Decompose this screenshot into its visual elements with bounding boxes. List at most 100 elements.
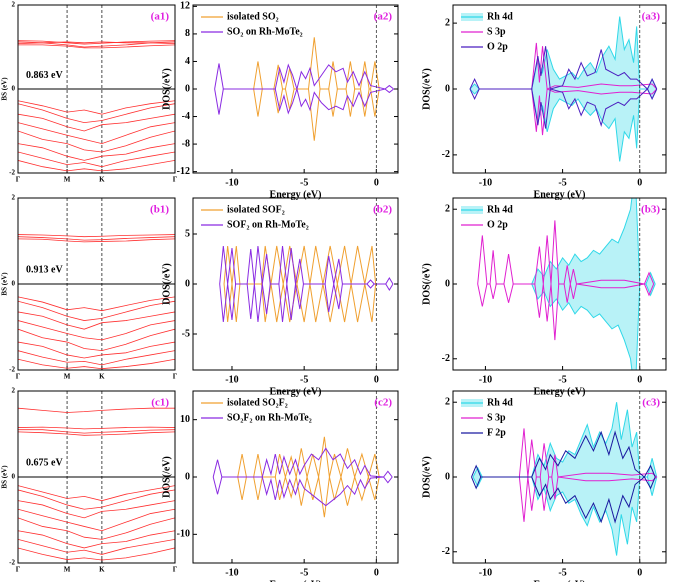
dos-line xyxy=(253,88,380,141)
band-line xyxy=(18,429,175,434)
x-axis-label: Energy (eV) xyxy=(270,579,322,582)
x-tick-label: K xyxy=(99,373,105,381)
band-line xyxy=(18,160,175,172)
panel-label: (a1) xyxy=(151,11,170,23)
y-tick-label: -2 xyxy=(442,149,450,160)
y-tick-label: -4 xyxy=(182,111,190,122)
y-tick-label: 8 xyxy=(185,28,190,39)
legend-label: S 3p xyxy=(487,26,506,37)
dos-line xyxy=(223,283,377,323)
band-line xyxy=(18,151,175,168)
legend-label: S 3p xyxy=(487,412,506,423)
dos-line xyxy=(471,476,656,524)
x-tick-label: -10 xyxy=(225,374,238,385)
panel: -12 -8 -4 0 4 8 12 -10 -5 0 isolated SO₂ SO₂ on Rh-… xyxy=(161,1,399,200)
band-line xyxy=(18,320,175,341)
x-tick-label: M xyxy=(64,176,71,184)
legend-label: isolated SO₂ xyxy=(227,11,279,22)
band-line xyxy=(18,100,175,115)
x-tick-label: 0 xyxy=(374,374,379,385)
panel-label: (b2) xyxy=(373,204,392,216)
frame xyxy=(17,4,176,174)
y-tick-label: 0 xyxy=(185,471,190,482)
x-tick-label: Γ xyxy=(16,373,21,381)
legend-label: SO₂F₂ on Rh-MoTe₂ xyxy=(227,412,312,423)
gap-annotation: 0.913 eV xyxy=(26,265,63,276)
y-tick-label: 2 xyxy=(12,387,16,395)
dos-line xyxy=(518,476,658,522)
x-axis-label: Energy (eV) xyxy=(534,579,586,582)
band-line xyxy=(18,113,175,132)
band-line xyxy=(18,431,175,436)
frame xyxy=(192,197,399,371)
dos-area xyxy=(473,402,657,477)
band-line xyxy=(18,538,175,555)
dos-line xyxy=(531,283,656,370)
band-line xyxy=(18,341,175,359)
y-tick-label: 0 xyxy=(445,278,450,289)
dos-line xyxy=(471,430,656,478)
y-tick-label: 0 xyxy=(185,278,190,289)
band-line xyxy=(18,328,175,352)
frame xyxy=(17,197,176,371)
y-tick-label: -2 xyxy=(9,559,15,567)
y-axis-label: DOS(/eV) xyxy=(161,263,172,305)
plot-area xyxy=(212,436,393,518)
panel-label: (b1) xyxy=(150,204,169,216)
x-tick-label: -10 xyxy=(479,567,492,578)
dos-line xyxy=(212,476,393,507)
band-line xyxy=(18,311,175,330)
x-axis-label: Energy (eV) xyxy=(534,189,586,200)
legend-label: F 2p xyxy=(487,427,506,438)
y-tick-label: 10 xyxy=(180,414,190,425)
band-line xyxy=(18,358,175,370)
x-tick-label: -5 xyxy=(300,567,308,578)
band-line xyxy=(18,234,175,238)
y-tick-label: 0 xyxy=(12,280,16,288)
dos-line xyxy=(477,283,655,341)
x-tick-label: M xyxy=(64,373,71,381)
band-line xyxy=(18,130,175,153)
band-line xyxy=(18,296,175,312)
legend-label: isolated SO₂F₂ xyxy=(227,397,288,408)
dos-area xyxy=(531,198,656,284)
plot-area xyxy=(477,198,656,370)
legend-label: Rh 4d xyxy=(487,204,513,215)
dos-area xyxy=(473,477,657,556)
dos-line xyxy=(531,198,656,285)
frame xyxy=(192,4,399,174)
dos-line xyxy=(469,88,658,129)
y-tick-label: 12 xyxy=(180,1,190,12)
band-line xyxy=(18,530,175,549)
y-axis-label: DOS(/eV) xyxy=(421,68,432,110)
dos-line xyxy=(219,283,394,323)
y-tick-label: 2 xyxy=(445,204,450,215)
y-tick-label: -12 xyxy=(177,166,190,177)
frame xyxy=(452,390,667,564)
panel-label: (c2) xyxy=(374,397,392,409)
y-tick-label: 2 xyxy=(445,397,450,408)
dos-line xyxy=(531,88,658,136)
band-line xyxy=(18,44,175,49)
x-tick-label: 0 xyxy=(637,177,642,188)
dos-line xyxy=(472,402,658,478)
dos-line xyxy=(469,46,658,90)
x-tick-label: -10 xyxy=(225,567,238,578)
x-tick-label: -5 xyxy=(300,177,308,188)
legend-label: O 2p xyxy=(487,41,508,52)
frame xyxy=(452,4,667,174)
y-tick-label: -10 xyxy=(177,529,190,540)
panel: -2 0 2 Γ M K Γ 0.675 eV BS (eV) (c1) xyxy=(1,387,178,574)
x-tick-label: Γ xyxy=(173,566,178,574)
y-tick-label: -5 xyxy=(182,328,190,339)
band-line xyxy=(18,508,175,532)
x-tick-label: Γ xyxy=(173,176,178,184)
band-line xyxy=(18,300,175,321)
panel-label: (c3) xyxy=(642,397,660,409)
y-tick-label: 0 xyxy=(12,85,16,93)
x-axis-label: Energy (eV) xyxy=(270,386,322,397)
dos-line xyxy=(237,475,380,518)
dos-line xyxy=(214,87,394,115)
y-tick-label: 4 xyxy=(185,56,190,67)
